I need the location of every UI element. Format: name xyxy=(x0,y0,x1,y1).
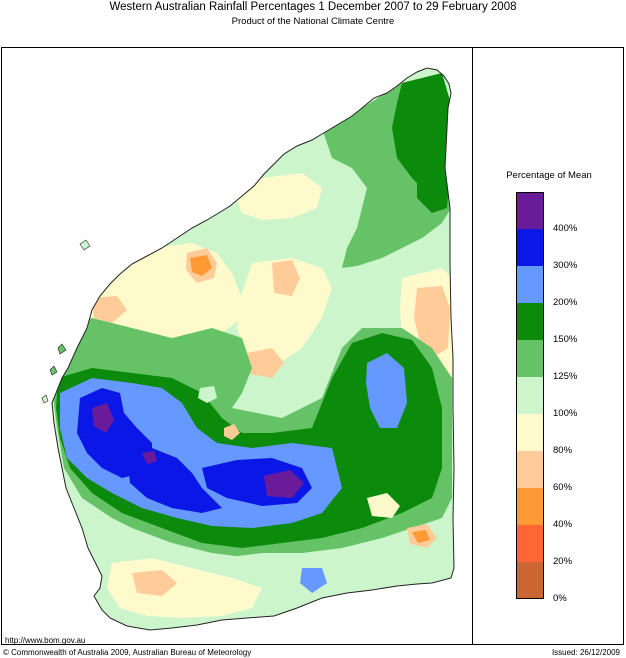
central-60-80-spot xyxy=(224,424,240,440)
south-east-40-60-zone xyxy=(412,530,430,543)
legend-swatch-80pct xyxy=(516,414,544,451)
map-frame xyxy=(1,47,624,645)
pilbara-40-60-zone xyxy=(190,255,212,276)
legend-label-20pct: 20% xyxy=(553,556,573,567)
central-100-125-spot xyxy=(198,386,217,403)
legend-label-60pct: 60% xyxy=(553,482,573,493)
legend-swatch-0pct xyxy=(516,562,544,599)
island-2 xyxy=(49,365,58,376)
central-60-80-zone-b xyxy=(247,348,284,378)
legend-swatch-400pct xyxy=(516,192,544,229)
pilbara-60-80-zone-c xyxy=(92,296,127,323)
legend-label-100pct: 100% xyxy=(553,408,578,419)
source-url[interactable]: http://www.bom.gov.au xyxy=(5,636,86,645)
legend-label-200pct: 200% xyxy=(553,297,578,308)
legend-divider xyxy=(472,47,473,645)
island-4 xyxy=(79,239,91,251)
legend-label-300pct: 300% xyxy=(553,260,578,271)
east-60-80-zone xyxy=(414,286,450,358)
south-over-400-zone xyxy=(264,470,304,498)
legend-swatch-20pct xyxy=(516,525,544,562)
east-200-300-zone xyxy=(366,353,407,428)
legend-swatch-300pct xyxy=(516,229,544,266)
legend-swatch-125pct xyxy=(516,340,544,377)
kimberley-150-zone xyxy=(417,158,450,213)
map-subtitle: Product of the National Climate Centre xyxy=(231,16,395,27)
island-1 xyxy=(57,343,67,355)
legend-label-40pct: 40% xyxy=(553,519,573,530)
legend-label-400pct: 400% xyxy=(553,223,578,234)
south-east-80-100-zone xyxy=(367,493,400,518)
south-coast-60-80-zone xyxy=(132,570,177,596)
legend-swatch-100pct xyxy=(516,377,544,414)
legend-swatch-200pct xyxy=(516,266,544,303)
legend-swatch-150pct xyxy=(516,303,544,340)
map-title: Western Australian Rainfall Percentages … xyxy=(109,1,517,13)
south-coast-200-300-zone xyxy=(300,568,327,593)
south-west-over-400-zone xyxy=(92,403,114,433)
legend-label-125pct: 125% xyxy=(553,371,578,382)
island-3 xyxy=(41,394,49,404)
south-west-300-400-zone-b xyxy=(127,448,222,513)
copyright-notice: © Commonwealth of Australia 2009, Austra… xyxy=(3,648,252,657)
issued-date: Issued: 26/12/2009 xyxy=(551,648,620,657)
legend-swatch-40pct xyxy=(516,488,544,525)
legend-swatch-60pct xyxy=(516,451,544,488)
legend-label-0pct: 0% xyxy=(553,593,567,604)
south-west-over-400-spot xyxy=(142,451,157,464)
legend-label-80pct: 80% xyxy=(553,445,573,456)
rainfall-map xyxy=(41,67,455,631)
legend-title: Percentage of Mean xyxy=(506,170,592,181)
central-80-100-zone xyxy=(237,258,332,368)
legend-label-150pct: 150% xyxy=(553,334,578,345)
central-60-80-zone-a xyxy=(272,260,300,296)
